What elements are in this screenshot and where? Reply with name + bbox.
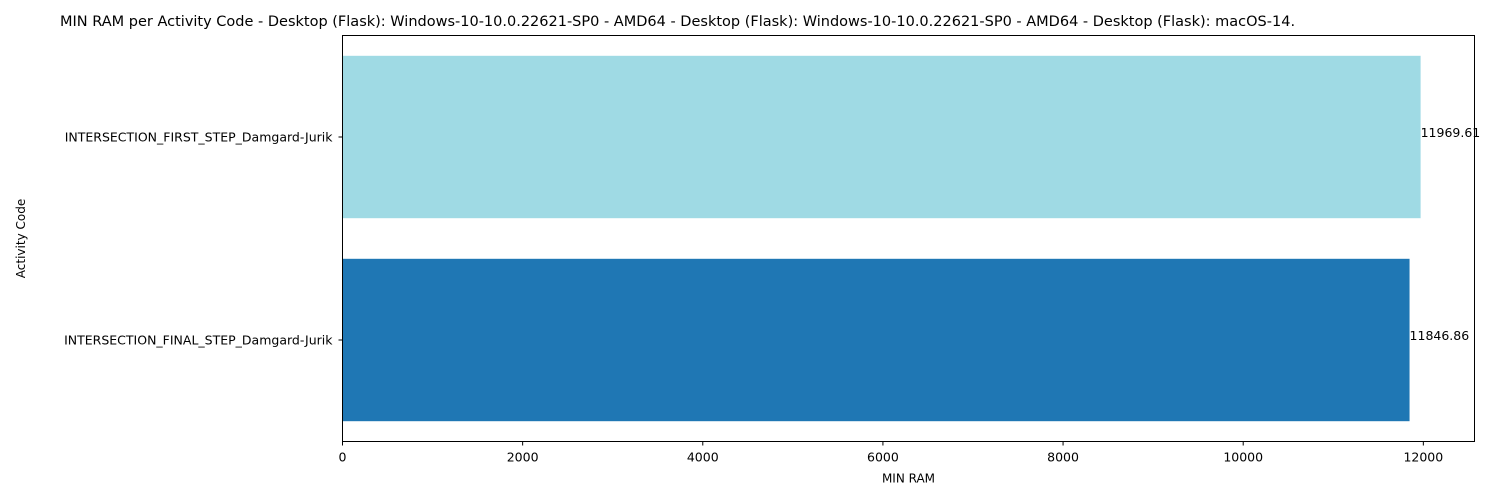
x-tick-label: 0	[339, 450, 347, 465]
chart-title: MIN RAM per Activity Code - Desktop (Fla…	[60, 14, 1296, 30]
bars-group	[342, 55, 1421, 422]
y-tick-label: INTERSECTION_FIRST_STEP_Damgard-Jurik	[65, 130, 334, 145]
x-tick-label: 6000	[867, 450, 899, 465]
x-axis-ticks: 0 2000 4000 6000 8000 10000 12000	[339, 441, 1443, 465]
x-tick-label: 10000	[1223, 450, 1263, 465]
plot-frame	[342, 35, 1475, 442]
x-axis-label: MIN RAM	[882, 472, 935, 486]
bar	[342, 258, 1410, 422]
y-axis-ticks: INTERSECTION_FIRST_STEP_Damgard-Jurik INT…	[64, 130, 343, 348]
bar	[342, 55, 1421, 219]
data-labels: 11969.61 11846.86	[1410, 125, 1481, 343]
x-tick-label: 4000	[687, 450, 719, 465]
y-axis-label: Activity Code	[14, 199, 28, 278]
y-tick-label: INTERSECTION_FINAL_STEP_Damgard-Jurik	[64, 333, 333, 348]
x-tick-label: 12000	[1403, 450, 1443, 465]
x-tick-label: 2000	[507, 450, 539, 465]
bar-value-label: 11969.61	[1421, 125, 1481, 140]
x-tick-label: 8000	[1047, 450, 1079, 465]
bar-value-label: 11846.86	[1410, 328, 1470, 343]
